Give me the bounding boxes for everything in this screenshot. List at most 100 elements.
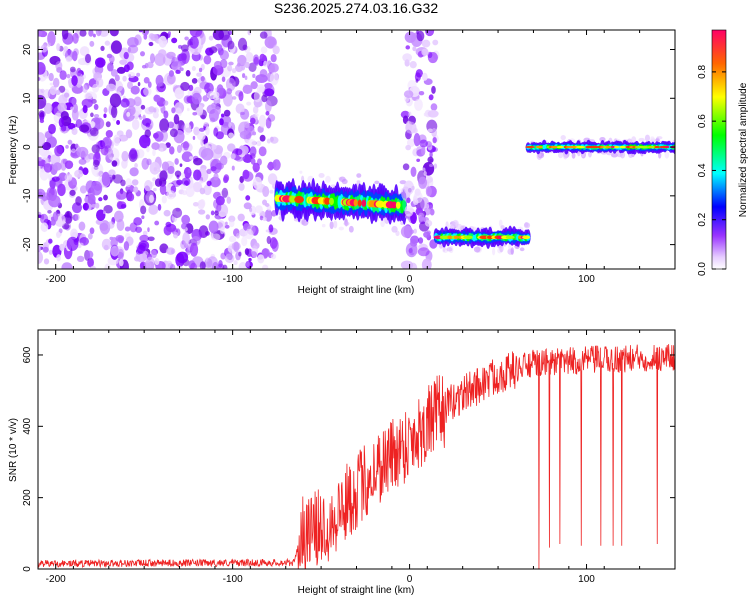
spectral-blob <box>43 102 53 115</box>
spectral-blob <box>173 114 180 125</box>
spectral-blob <box>519 247 525 252</box>
spectral-blob <box>79 46 90 57</box>
spectral-blob <box>139 234 149 242</box>
spectral-blob <box>47 209 52 214</box>
spectral-blob <box>238 91 244 102</box>
spectral-blob <box>50 219 56 226</box>
spectral-blob <box>256 84 266 93</box>
spectral-blob <box>399 180 407 185</box>
spectral-blob <box>93 103 99 111</box>
spectrogram-heat-layer <box>38 30 675 269</box>
spectral-blob <box>400 225 413 238</box>
spectral-blob <box>654 145 660 149</box>
spectral-blob <box>329 221 334 230</box>
spectral-blob <box>174 87 185 100</box>
spectral-blob <box>146 61 154 69</box>
spectral-blob <box>249 117 256 125</box>
spectral-blob <box>664 151 670 159</box>
spectral-blob <box>333 220 338 229</box>
spectral-blob <box>75 196 82 206</box>
spectral-blob <box>50 154 61 165</box>
spectral-blob <box>243 202 252 210</box>
spectral-blob <box>169 162 175 166</box>
spectral-blob <box>82 202 89 211</box>
spectral-blob <box>95 77 104 88</box>
spectral-blob <box>53 162 62 171</box>
spectral-blob <box>136 72 141 77</box>
spectral-blob <box>89 227 95 235</box>
spectral-blob <box>153 187 157 192</box>
spectral-blob <box>220 226 225 235</box>
spectral-blob <box>168 70 175 77</box>
spectral-blob <box>418 212 425 222</box>
spectral-blob <box>242 171 254 182</box>
spectral-blob <box>60 124 67 132</box>
spectral-blob <box>228 215 236 223</box>
spectral-blob <box>38 214 42 219</box>
spectral-blob <box>427 156 434 164</box>
spectral-blob <box>416 158 421 162</box>
spectral-blob <box>113 134 121 147</box>
spectral-blob <box>106 53 113 59</box>
y-tick-label: -10 <box>22 188 33 203</box>
spectral-blob <box>133 186 139 193</box>
spectral-blob <box>91 203 96 208</box>
spectral-blob <box>240 111 245 115</box>
spectral-blob <box>155 74 164 87</box>
spectral-blob <box>328 197 334 206</box>
spectral-blob <box>208 35 214 41</box>
spectral-blob <box>181 173 186 178</box>
spectral-blob <box>159 183 167 195</box>
spectral-blob <box>318 173 325 178</box>
spectral-blob <box>356 180 361 184</box>
snr-plot-area <box>38 330 675 569</box>
spectral-blob <box>433 163 438 169</box>
spectral-blob <box>110 105 118 119</box>
spectral-blob <box>252 176 263 190</box>
spectral-blob <box>228 235 237 243</box>
spectral-blob <box>558 151 564 159</box>
spectral-blob <box>110 69 118 77</box>
spectral-blob <box>251 245 259 258</box>
spectral-blob <box>200 148 214 161</box>
spectral-blob <box>47 42 51 47</box>
spectral-blob <box>38 45 41 50</box>
spectral-blob <box>176 144 182 154</box>
spectral-blob <box>38 245 42 253</box>
spectral-blob <box>656 136 663 140</box>
spectral-blob <box>203 184 212 196</box>
spectral-blob <box>76 255 85 262</box>
spectral-blob <box>39 119 45 124</box>
spectral-blob <box>420 146 426 156</box>
spectral-blob <box>265 117 272 129</box>
spectral-blob <box>214 210 219 216</box>
spectral-blob <box>258 114 267 128</box>
y-tick-label: 20 <box>22 44 33 56</box>
spectral-blob <box>143 87 152 97</box>
spectral-blob <box>348 225 354 233</box>
spectral-blob <box>245 195 251 201</box>
spectral-blob <box>181 223 187 230</box>
spectral-blob <box>38 156 42 162</box>
spectral-blob <box>191 78 198 84</box>
spectral-blob <box>48 194 61 208</box>
spectral-blob <box>140 104 146 110</box>
spectral-blob <box>76 146 89 158</box>
spectral-blob <box>163 100 169 106</box>
spectral-blob <box>269 136 274 142</box>
spectral-blob <box>57 183 66 197</box>
spectral-blob <box>265 111 270 116</box>
spectral-blob <box>524 222 529 228</box>
spectrogram-y-ticks: -20 -10 0 10 20 <box>22 44 675 252</box>
spectral-blob <box>246 139 257 147</box>
spectral-blob <box>353 199 358 207</box>
spectral-blob <box>91 144 100 154</box>
spectral-blob <box>38 94 47 110</box>
spectral-blob <box>227 245 233 252</box>
spectral-blob <box>151 142 160 151</box>
spectral-blob <box>159 170 168 182</box>
spectral-blob <box>198 230 205 238</box>
spectral-blob <box>180 184 187 190</box>
spectral-blob <box>180 44 189 52</box>
spectral-blob <box>143 77 150 84</box>
